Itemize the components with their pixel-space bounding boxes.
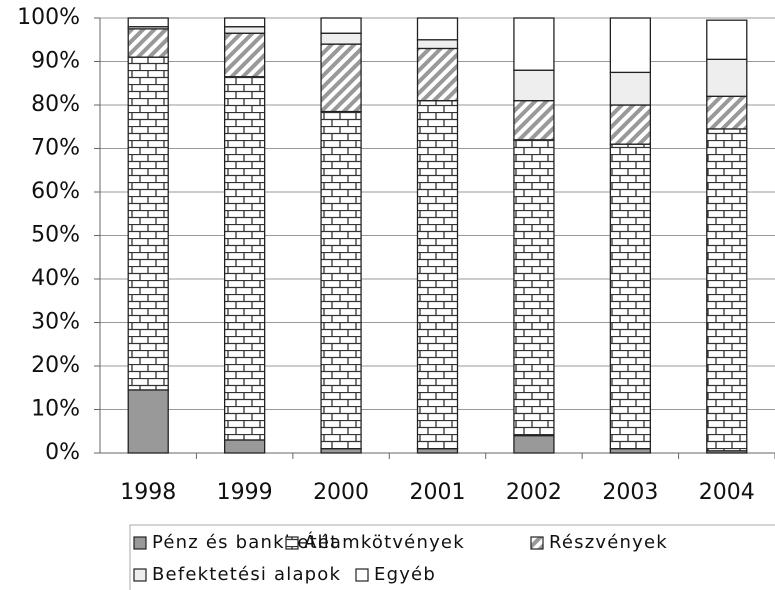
bar-segment	[127, 28, 169, 58]
x-tick-label: 2004	[699, 480, 755, 505]
bar-segment	[223, 439, 266, 454]
bar-segment	[513, 69, 555, 102]
legend-swatch	[285, 536, 299, 550]
bar-segment	[320, 32, 362, 45]
bar-segment	[513, 100, 555, 141]
x-tick-label: 1999	[217, 480, 273, 505]
y-tick-label: 30%	[31, 310, 80, 335]
bar-segment	[223, 76, 266, 441]
x-tick-label: 2000	[313, 480, 369, 505]
legend-label: Részvények	[549, 532, 668, 553]
bar-segment	[706, 58, 748, 97]
y-tick-label: 70%	[31, 136, 80, 161]
bar-segment	[609, 71, 652, 106]
bar-segment	[513, 434, 555, 454]
legend-label: Egyéb	[374, 564, 436, 585]
y-tick-label: 60%	[31, 179, 80, 204]
bar-segment	[706, 19, 748, 60]
bar-segment	[320, 110, 362, 450]
bar-segment	[416, 447, 459, 454]
bar-segment	[416, 100, 459, 450]
y-tick-label: 90%	[31, 49, 80, 74]
bar-segment	[127, 389, 169, 454]
bar-segment	[609, 104, 652, 145]
bar-segment	[513, 17, 555, 71]
bar-segment	[320, 43, 362, 113]
y-tick-label: 20%	[31, 353, 80, 378]
y-tick-label: 0%	[45, 440, 80, 465]
y-tick-label: 10%	[31, 397, 80, 422]
x-tick-label: 2002	[506, 480, 562, 505]
bar-segment	[223, 26, 266, 34]
legend-swatch	[133, 536, 147, 550]
y-tick-label: 50%	[31, 223, 80, 248]
bar-segment	[416, 47, 459, 102]
legend-swatch	[355, 568, 369, 582]
bar-segment	[320, 447, 362, 454]
bar-segment	[127, 56, 169, 391]
bar-segment	[223, 32, 266, 78]
legend-label: Államkötvények	[304, 531, 465, 553]
legend-swatch	[530, 536, 544, 550]
bar-segment	[127, 17, 169, 28]
bar-segment	[706, 128, 748, 452]
y-tick-label: 80%	[31, 92, 80, 117]
y-tick-label: 100%	[17, 5, 80, 30]
legend-swatch	[133, 568, 147, 582]
bar-segment	[320, 17, 362, 34]
bar-segment	[609, 17, 652, 74]
legend-border	[129, 524, 775, 590]
bar-segment	[609, 447, 652, 454]
bar-segment	[706, 95, 748, 130]
bar-segment	[416, 39, 459, 50]
x-tick-label: 2003	[602, 480, 658, 505]
y-tick-label: 40%	[31, 266, 80, 291]
bar-segment	[609, 143, 652, 450]
bar-segment	[513, 139, 555, 437]
bar-segment	[223, 17, 266, 28]
legend-label: Befektetési alapok	[152, 564, 341, 585]
x-tick-label: 1998	[120, 480, 176, 505]
bar-segment	[416, 17, 459, 41]
x-tick-label: 2001	[410, 480, 466, 505]
